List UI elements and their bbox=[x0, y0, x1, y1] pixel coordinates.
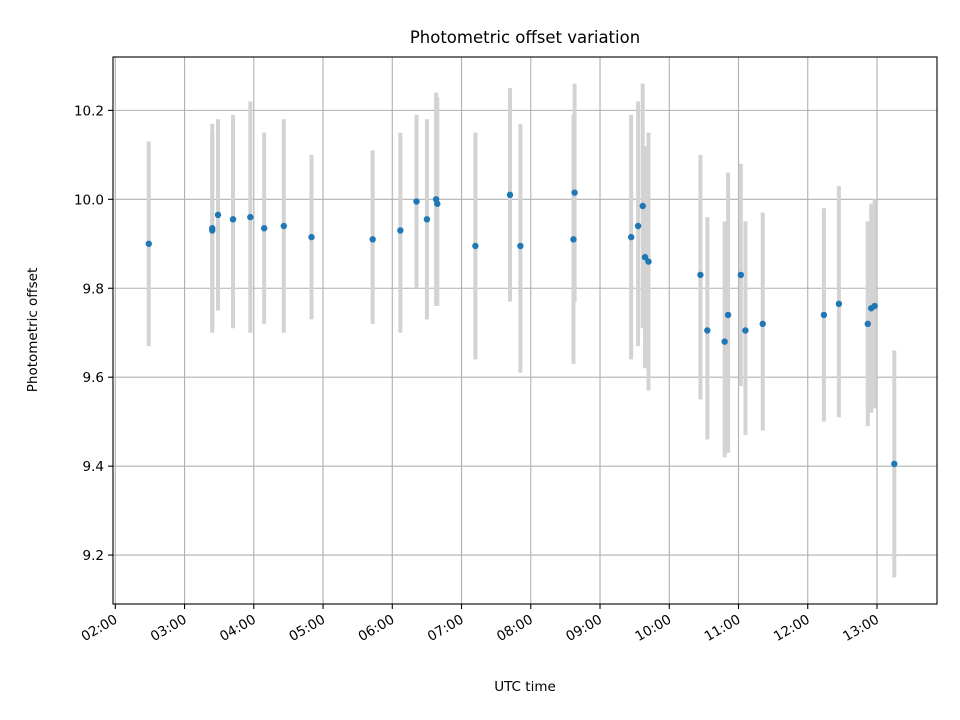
data-point bbox=[247, 213, 254, 221]
data-point bbox=[697, 271, 704, 279]
grid bbox=[113, 57, 937, 604]
data-point bbox=[214, 211, 222, 219]
data-points bbox=[145, 189, 898, 468]
data-point bbox=[369, 236, 376, 243]
data-point bbox=[645, 258, 652, 265]
y-tick-label: 9.2 bbox=[83, 548, 104, 564]
data-point bbox=[209, 225, 216, 232]
x-axis-label: UTC time bbox=[494, 679, 556, 695]
data-point bbox=[704, 327, 711, 334]
data-point bbox=[434, 200, 441, 207]
data-point bbox=[737, 271, 745, 279]
y-tick-label: 9.4 bbox=[83, 459, 104, 475]
chart-title: Photometric offset variation bbox=[410, 28, 640, 47]
data-point bbox=[721, 338, 728, 345]
data-point bbox=[517, 242, 524, 250]
data-point bbox=[639, 202, 646, 210]
data-point bbox=[724, 311, 732, 319]
data-point bbox=[506, 191, 514, 199]
y-tick-label: 9.8 bbox=[83, 281, 104, 297]
data-point bbox=[260, 225, 268, 232]
data-point bbox=[641, 253, 649, 261]
data-point bbox=[570, 236, 577, 243]
data-point bbox=[871, 302, 878, 310]
data-point bbox=[571, 189, 578, 196]
data-point bbox=[759, 320, 766, 328]
data-point bbox=[820, 311, 828, 319]
plot-frame bbox=[112, 56, 938, 605]
data-point bbox=[472, 242, 479, 250]
data-point bbox=[835, 300, 843, 308]
data-point bbox=[413, 198, 420, 205]
data-point bbox=[423, 216, 431, 223]
data-point bbox=[229, 216, 237, 223]
data-point bbox=[891, 460, 898, 468]
y-tick-label: 9.6 bbox=[83, 370, 104, 386]
data-point bbox=[634, 222, 642, 230]
data-point bbox=[864, 320, 871, 328]
y-tick-label: 10.0 bbox=[74, 192, 104, 208]
data-point bbox=[627, 233, 635, 241]
y-tick-label: 10.2 bbox=[74, 103, 104, 119]
data-point bbox=[397, 227, 404, 234]
data-point bbox=[145, 240, 152, 247]
data-point bbox=[308, 233, 315, 241]
data-point bbox=[280, 222, 288, 230]
y-axis-label: Photometric offset bbox=[25, 268, 41, 392]
data-point bbox=[742, 327, 749, 334]
